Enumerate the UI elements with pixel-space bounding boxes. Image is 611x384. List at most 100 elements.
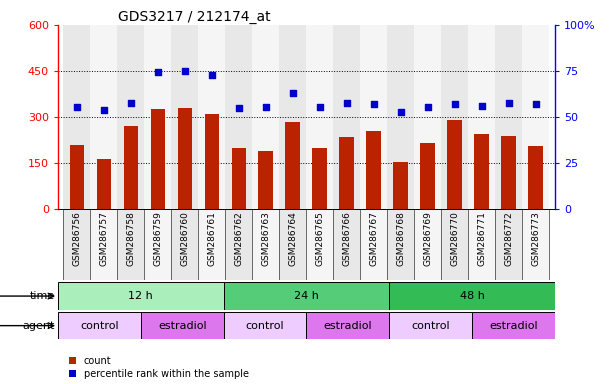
Bar	[150, 109, 166, 209]
Bar	[90, 25, 117, 209]
Text: GSM286763: GSM286763	[262, 212, 271, 266]
Point	[504, 100, 514, 106]
Point	[72, 104, 82, 110]
Bar	[97, 159, 111, 209]
Legend: count, percentile rank within the sample: count, percentile rank within the sample	[69, 356, 249, 379]
Bar	[414, 209, 441, 280]
Point	[261, 104, 271, 110]
Bar	[232, 148, 246, 209]
Text: GSM286765: GSM286765	[315, 212, 324, 266]
Bar	[224, 312, 306, 339]
Bar	[252, 25, 279, 209]
Bar	[224, 282, 389, 310]
Bar	[469, 209, 496, 280]
Point	[99, 107, 109, 113]
Bar	[334, 209, 360, 280]
Point	[450, 101, 460, 107]
Bar	[387, 25, 414, 209]
Text: GSM286760: GSM286760	[180, 212, 189, 266]
Text: control: control	[246, 321, 284, 331]
Bar	[178, 108, 192, 209]
Point	[288, 90, 298, 96]
Bar	[334, 25, 360, 209]
Text: estradiol: estradiol	[489, 321, 538, 331]
Bar	[123, 126, 138, 209]
Bar	[360, 209, 387, 280]
Bar	[172, 209, 199, 280]
Bar	[258, 151, 273, 209]
Text: GSM286772: GSM286772	[505, 212, 513, 266]
Text: GSM286767: GSM286767	[370, 212, 378, 266]
Bar	[279, 209, 307, 280]
Bar	[387, 209, 414, 280]
Bar	[252, 209, 279, 280]
Text: 48 h: 48 h	[459, 291, 485, 301]
Bar	[389, 312, 472, 339]
Bar	[340, 137, 354, 209]
Bar	[64, 25, 90, 209]
Point	[531, 101, 541, 107]
Bar	[90, 209, 117, 280]
Point	[126, 100, 136, 106]
Bar	[360, 25, 387, 209]
Bar	[144, 25, 172, 209]
Bar	[469, 25, 496, 209]
Bar	[420, 143, 435, 209]
Point	[477, 103, 487, 109]
Point	[234, 105, 244, 111]
Bar	[502, 136, 516, 209]
Text: GSM286768: GSM286768	[397, 212, 406, 266]
Point	[369, 101, 379, 107]
Bar	[367, 131, 381, 209]
Bar	[522, 25, 549, 209]
Bar	[447, 120, 463, 209]
Text: 12 h: 12 h	[128, 291, 153, 301]
Point	[180, 68, 190, 74]
Text: GDS3217 / 212174_at: GDS3217 / 212174_at	[118, 10, 270, 24]
Text: agent: agent	[23, 321, 55, 331]
Bar	[389, 282, 555, 310]
Bar	[496, 25, 522, 209]
Text: GSM286766: GSM286766	[342, 212, 351, 266]
Bar	[522, 209, 549, 280]
Bar	[496, 209, 522, 280]
Bar	[225, 209, 252, 280]
Bar	[285, 122, 301, 209]
Text: GSM286764: GSM286764	[288, 212, 298, 266]
Point	[153, 69, 163, 75]
Bar	[172, 25, 199, 209]
Bar	[70, 145, 84, 209]
Text: 24 h: 24 h	[294, 291, 319, 301]
Text: GSM286759: GSM286759	[153, 212, 163, 266]
Point	[423, 104, 433, 110]
Bar	[199, 209, 225, 280]
Bar	[58, 282, 224, 310]
Text: GSM286770: GSM286770	[450, 212, 459, 266]
Text: GSM286758: GSM286758	[126, 212, 136, 266]
Bar	[441, 209, 469, 280]
Bar	[205, 114, 219, 209]
Bar	[307, 25, 334, 209]
Bar	[312, 148, 327, 209]
Bar	[529, 146, 543, 209]
Text: estradiol: estradiol	[323, 321, 372, 331]
Bar	[307, 209, 334, 280]
Bar	[58, 312, 141, 339]
Bar	[117, 209, 144, 280]
Point	[315, 104, 325, 110]
Bar	[64, 209, 90, 280]
Bar	[472, 312, 555, 339]
Bar	[414, 25, 441, 209]
Text: time: time	[30, 291, 55, 301]
Bar	[199, 25, 225, 209]
Text: GSM286756: GSM286756	[73, 212, 81, 266]
Bar	[225, 25, 252, 209]
Text: control: control	[411, 321, 450, 331]
Bar	[306, 312, 389, 339]
Text: GSM286762: GSM286762	[235, 212, 243, 266]
Bar	[141, 312, 224, 339]
Text: GSM286771: GSM286771	[477, 212, 486, 266]
Text: GSM286757: GSM286757	[100, 212, 108, 266]
Bar	[393, 162, 408, 209]
Text: estradiol: estradiol	[158, 321, 207, 331]
